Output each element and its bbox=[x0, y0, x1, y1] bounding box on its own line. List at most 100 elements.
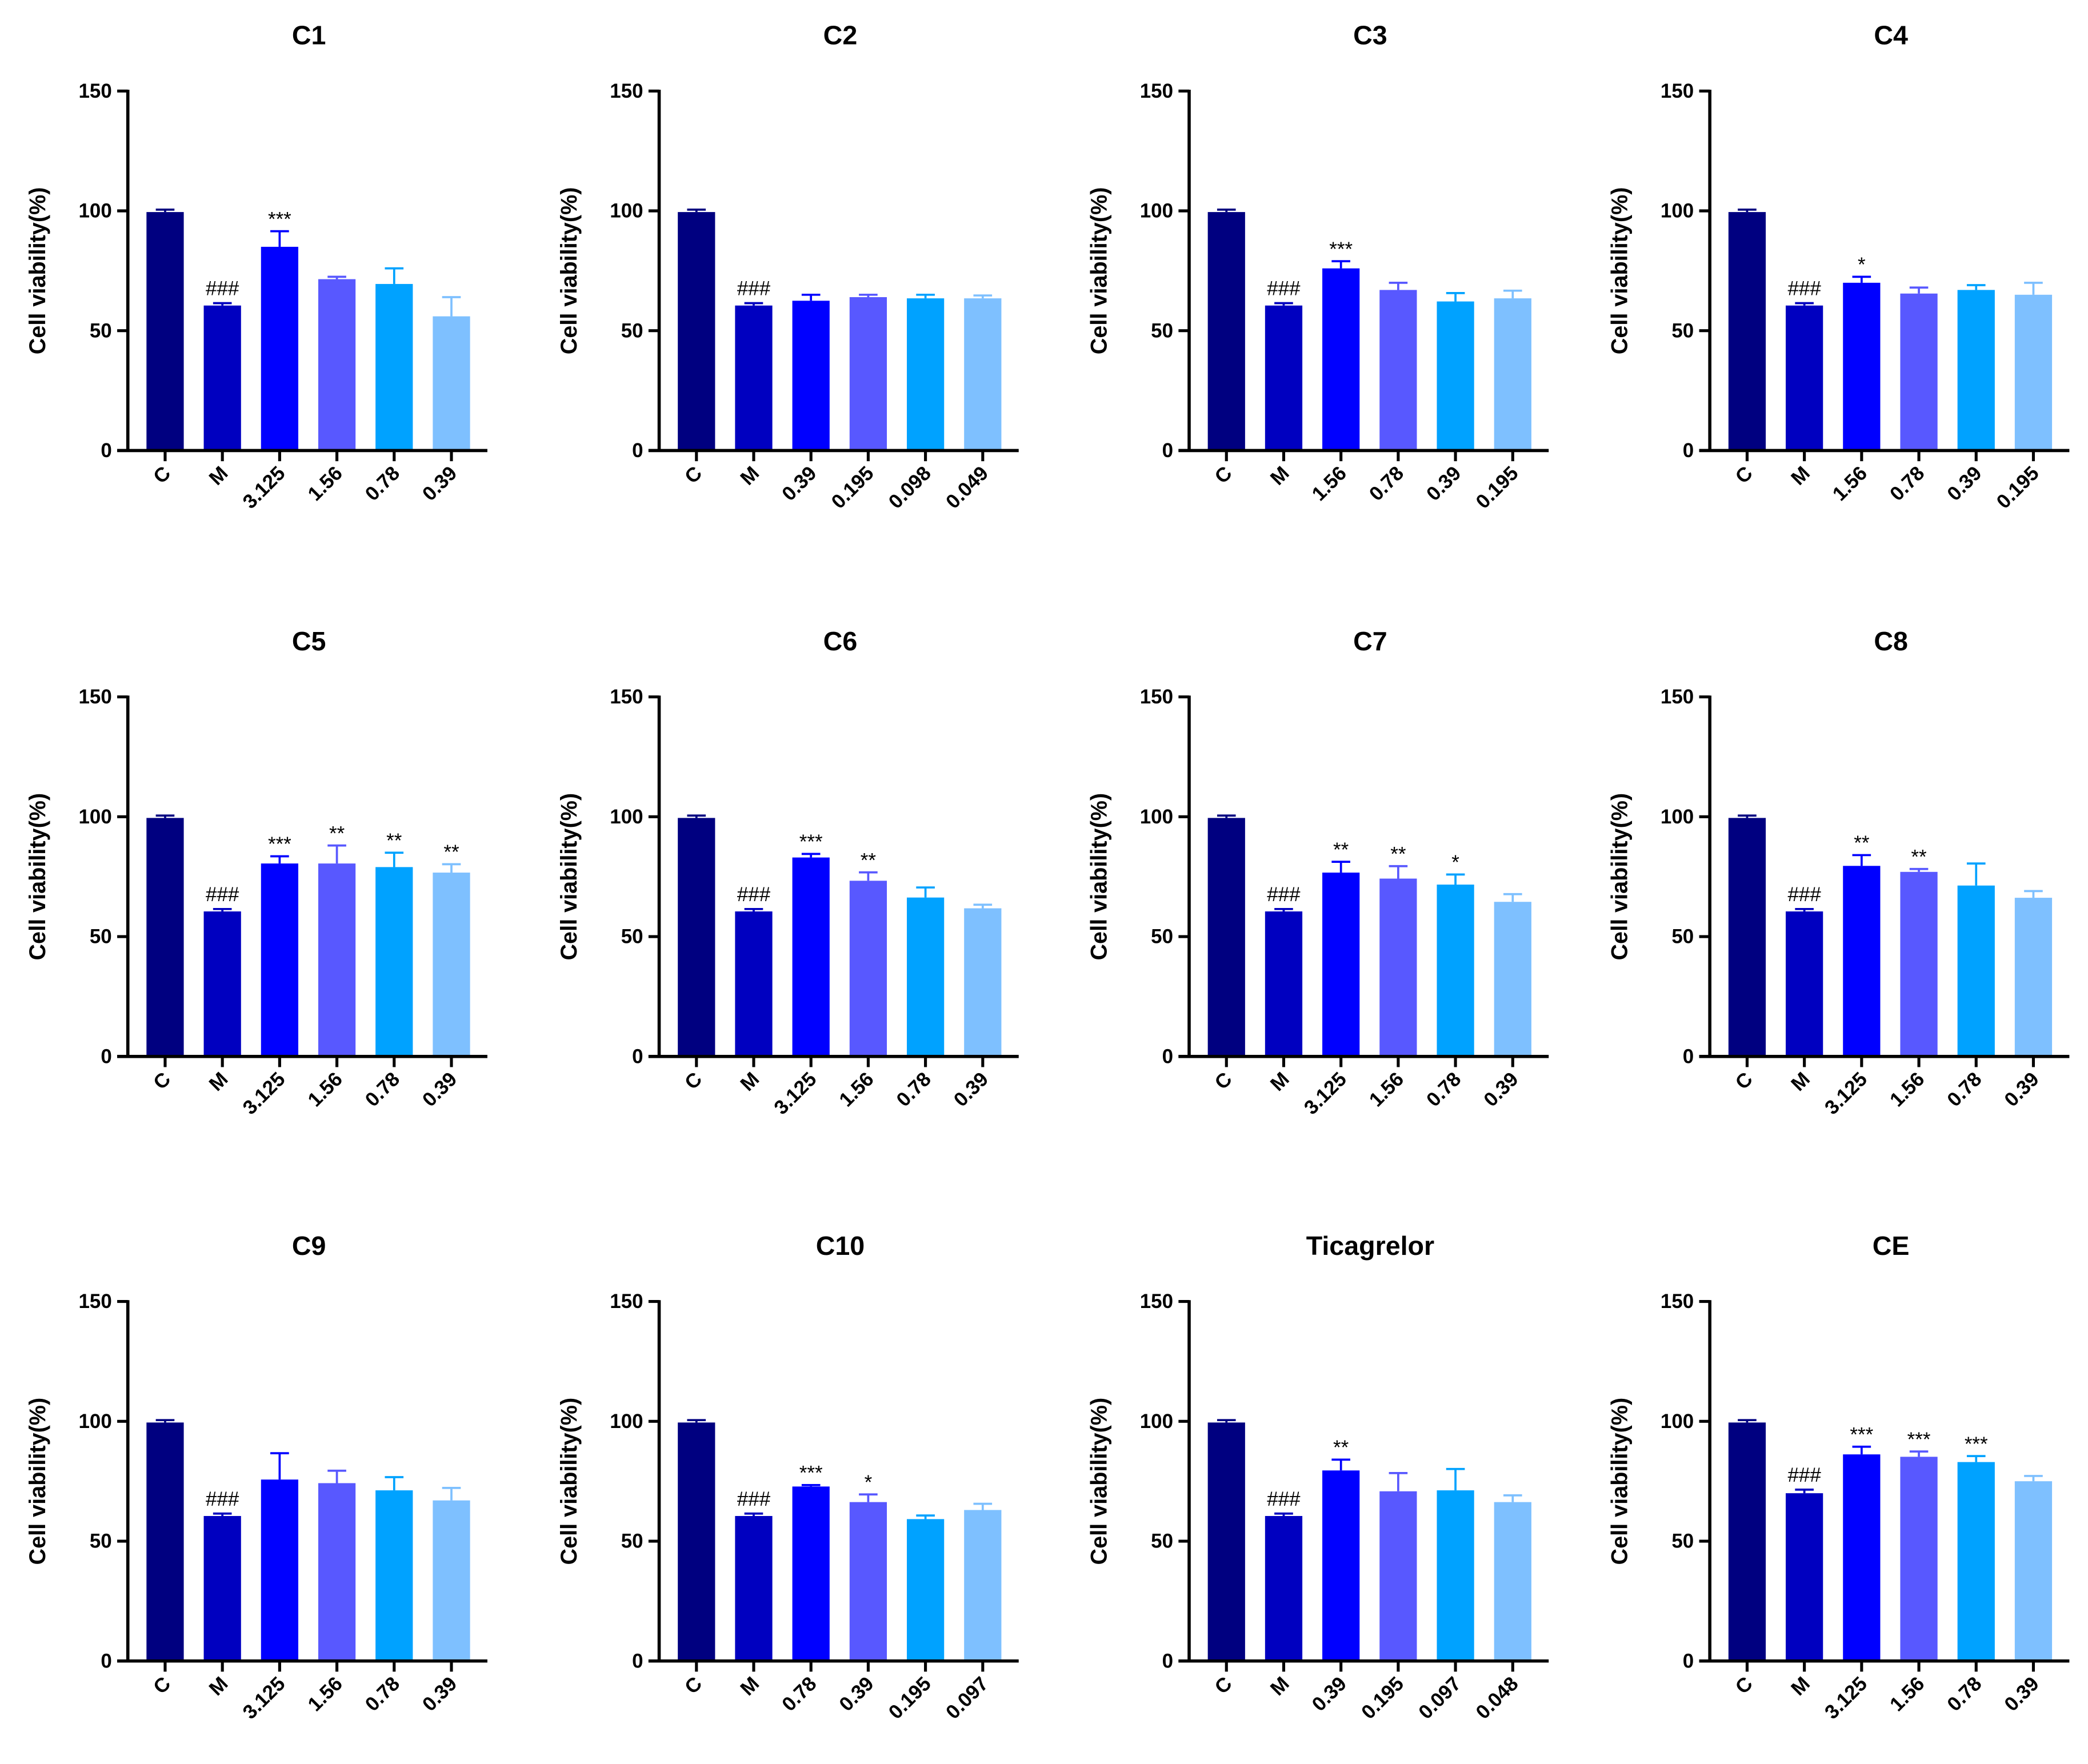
x-tick-label: M bbox=[1266, 462, 1294, 489]
x-tick-label: 0.195 bbox=[885, 1673, 935, 1723]
x-tick-label: 0.78 bbox=[1422, 1068, 1466, 1111]
bar bbox=[1379, 878, 1417, 1057]
y-tick-label: 150 bbox=[1661, 80, 1694, 102]
x-tick-label: 0.39 bbox=[949, 1068, 993, 1111]
y-axis-label: Cell viability(%) bbox=[1607, 793, 1633, 961]
bar bbox=[375, 1490, 413, 1661]
y-tick-label: 100 bbox=[78, 200, 111, 222]
x-tick-label: 0.39 bbox=[2000, 1068, 2043, 1111]
bar bbox=[1437, 301, 1474, 451]
y-tick-label: 150 bbox=[1661, 686, 1694, 708]
significance-label: ** bbox=[861, 849, 877, 871]
x-tick-label: 0.78 bbox=[361, 1068, 404, 1111]
bar bbox=[1379, 1491, 1417, 1661]
y-tick-label: 0 bbox=[1162, 439, 1173, 462]
bar bbox=[1207, 818, 1245, 1057]
bar bbox=[1957, 1462, 1995, 1661]
y-tick-label: 50 bbox=[1671, 926, 1694, 948]
bar bbox=[203, 1515, 241, 1661]
bar bbox=[1207, 1422, 1245, 1661]
significance-label: ** bbox=[443, 841, 459, 863]
x-tick-label: 1.56 bbox=[1886, 1673, 1929, 1716]
significance-label: ### bbox=[737, 883, 771, 906]
x-tick-label: M bbox=[1787, 1068, 1814, 1095]
bar bbox=[1843, 866, 1881, 1057]
significance-label: ### bbox=[1787, 1464, 1821, 1486]
bar bbox=[1494, 298, 1531, 451]
x-tick-label: C bbox=[1210, 462, 1236, 487]
chart-panel: C1 Cell viability(%) C ### M *** 3.125 1.56 0.78… bbox=[25, 21, 487, 513]
x-tick-label: 1.56 bbox=[303, 462, 347, 505]
y-axis-label: Cell viability(%) bbox=[1087, 793, 1112, 961]
significance-label: ### bbox=[737, 1488, 771, 1510]
chart-title: C9 bbox=[292, 1231, 326, 1261]
bar bbox=[1494, 902, 1531, 1057]
bar bbox=[1786, 911, 1823, 1057]
x-tick-label: 1.56 bbox=[1886, 1068, 1929, 1111]
y-tick-label: 0 bbox=[632, 439, 643, 462]
significance-label: *** bbox=[268, 833, 291, 855]
significance-label: ** bbox=[1333, 1437, 1349, 1459]
y-tick-label: 150 bbox=[1140, 1290, 1173, 1313]
y-tick-label: 0 bbox=[1683, 439, 1694, 462]
chart-panel: C4 Cell viability(%) C ### M * 1.56 0.78 0.39 0.1… bbox=[1607, 21, 2070, 513]
y-tick-label: 150 bbox=[78, 1290, 111, 1313]
x-tick-label: 0.39 bbox=[1943, 462, 1986, 505]
chart-panel: C9 Cell viability(%) C ### M 3.125 1.56 0.78 0.3… bbox=[25, 1231, 487, 1723]
significance-label: ** bbox=[329, 822, 345, 845]
bar bbox=[906, 1519, 945, 1661]
y-tick-label: 100 bbox=[610, 806, 643, 828]
x-tick-label: M bbox=[736, 462, 763, 489]
bar bbox=[1786, 1493, 1823, 1661]
chart-title: C2 bbox=[823, 21, 858, 50]
chart-title: C10 bbox=[816, 1231, 865, 1261]
bar bbox=[1900, 293, 1938, 451]
bar bbox=[849, 297, 887, 451]
bar bbox=[1728, 212, 1766, 451]
y-tick-label: 100 bbox=[78, 1410, 111, 1433]
x-tick-label: 1.56 bbox=[303, 1673, 347, 1716]
x-tick-label: M bbox=[205, 1673, 232, 1700]
y-tick-label: 0 bbox=[632, 1650, 643, 1672]
x-tick-label: M bbox=[1787, 462, 1814, 489]
x-tick-label: 3.125 bbox=[1821, 1673, 1871, 1723]
significance-label: ### bbox=[1267, 278, 1301, 300]
significance-label: ** bbox=[1333, 839, 1349, 861]
bar bbox=[964, 908, 1002, 1057]
y-tick-label: 0 bbox=[101, 439, 111, 462]
bar bbox=[678, 212, 715, 451]
y-tick-label: 0 bbox=[1683, 1650, 1694, 1672]
x-tick-label: 3.125 bbox=[238, 462, 289, 513]
x-tick-label: 3.125 bbox=[1300, 1068, 1351, 1119]
bar bbox=[433, 1500, 470, 1661]
bar bbox=[375, 283, 413, 451]
y-tick-label: 100 bbox=[1140, 200, 1173, 222]
x-tick-label: 0.39 bbox=[1422, 462, 1466, 505]
chart-panel: C2 Cell viability(%) C ### M 0.39 0.195 0.098 0.… bbox=[557, 21, 1019, 513]
y-tick-label: 150 bbox=[78, 686, 111, 708]
x-tick-label: 0.78 bbox=[892, 1068, 935, 1111]
x-tick-label: 1.56 bbox=[1365, 1068, 1409, 1111]
x-tick-label: 1.56 bbox=[303, 1068, 347, 1111]
y-axis-label: Cell viability(%) bbox=[1607, 187, 1633, 354]
y-tick-label: 50 bbox=[1151, 1530, 1173, 1553]
y-tick-label: 0 bbox=[1162, 1650, 1173, 1672]
significance-label: ### bbox=[737, 278, 771, 300]
y-tick-label: 50 bbox=[621, 926, 643, 948]
bar bbox=[735, 305, 773, 451]
y-tick-label: 100 bbox=[610, 1410, 643, 1433]
bar bbox=[433, 873, 470, 1057]
chart-title: CE bbox=[1873, 1231, 1910, 1261]
x-tick-label: 0.195 bbox=[1357, 1673, 1408, 1723]
bar bbox=[203, 911, 241, 1057]
x-tick-label: 0.195 bbox=[1992, 462, 2043, 513]
y-tick-label: 150 bbox=[610, 80, 643, 102]
significance-label: *** bbox=[1329, 238, 1353, 261]
chart-title: C1 bbox=[292, 21, 326, 50]
y-tick-label: 50 bbox=[621, 1530, 643, 1553]
bar bbox=[1322, 268, 1360, 451]
y-tick-label: 100 bbox=[1140, 806, 1173, 828]
y-tick-label: 100 bbox=[1661, 806, 1694, 828]
chart-panel: C5 Cell viability(%) C ### M *** 3.125 ** 1.56 **… bbox=[25, 626, 487, 1119]
